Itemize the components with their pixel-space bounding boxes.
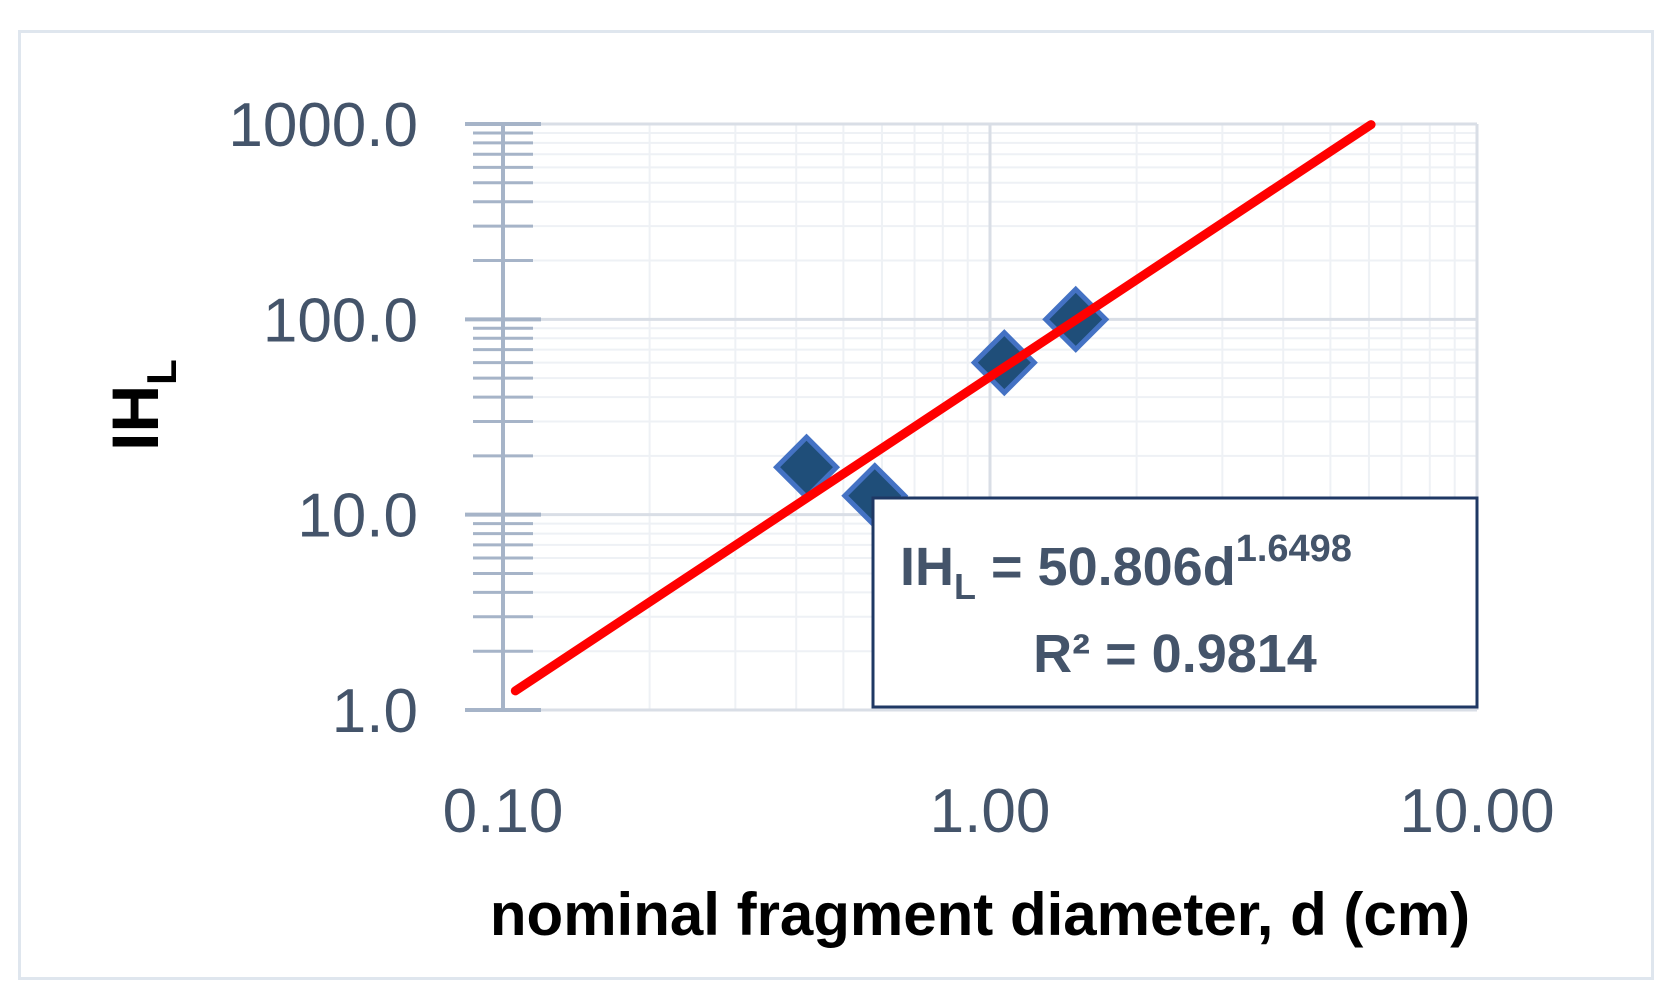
equation-box: IHL = 50.806d1.6498 R² = 0.9814	[871, 496, 1479, 709]
equation-box-border	[871, 496, 1479, 709]
y-tick-label: 10.0	[297, 482, 418, 551]
y-axis	[465, 122, 541, 712]
trendline-equation: IHL = 50.806d1.6498	[900, 528, 1352, 607]
y-tick-label: 100.0	[263, 286, 418, 355]
x-tick-label: 10.00	[1399, 777, 1554, 846]
x-tick-label: 1.00	[930, 777, 1051, 846]
x-tick-label: 0.10	[443, 777, 564, 846]
y-tick-label: 1000.0	[228, 91, 418, 160]
svg-text:IHL: IHL	[98, 359, 185, 451]
trendline	[510, 120, 1376, 696]
trendline-path	[510, 120, 1376, 696]
r-squared-label: R² = 0.9814	[1033, 624, 1317, 684]
x-axis-title: nominal fragment diameter, d (cm)	[490, 881, 1470, 948]
y-tick-labels: 1.0 10.0 100.0 1000.0	[228, 91, 418, 746]
x-tick-labels: 0.10 1.00 10.00	[443, 777, 1555, 846]
y-tick-label: 1.0	[332, 677, 418, 746]
y-axis-title: IHL	[98, 359, 185, 451]
